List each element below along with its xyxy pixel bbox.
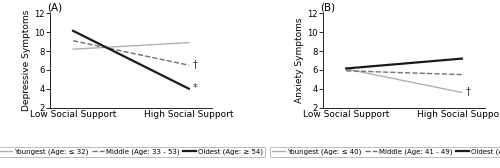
- Text: †: †: [192, 59, 197, 69]
- Text: †: †: [466, 87, 470, 97]
- Y-axis label: Depressive Symptoms: Depressive Symptoms: [22, 10, 31, 111]
- Text: (B): (B): [320, 3, 335, 12]
- Legend: Youngest (Age: ≤ 40), Middle (Age: 41 - 49), Oldest (Age: ≥ 50): Youngest (Age: ≤ 40), Middle (Age: 41 - …: [270, 147, 500, 157]
- Text: *: *: [192, 83, 197, 93]
- Text: (A): (A): [47, 3, 62, 12]
- Y-axis label: Anxiety Symptoms: Anxiety Symptoms: [295, 18, 304, 103]
- Legend: Youngest (Age: ≤ 32), Middle (Age: 33 - 53), Oldest (Age: ≥ 54): Youngest (Age: ≤ 32), Middle (Age: 33 - …: [0, 147, 265, 157]
